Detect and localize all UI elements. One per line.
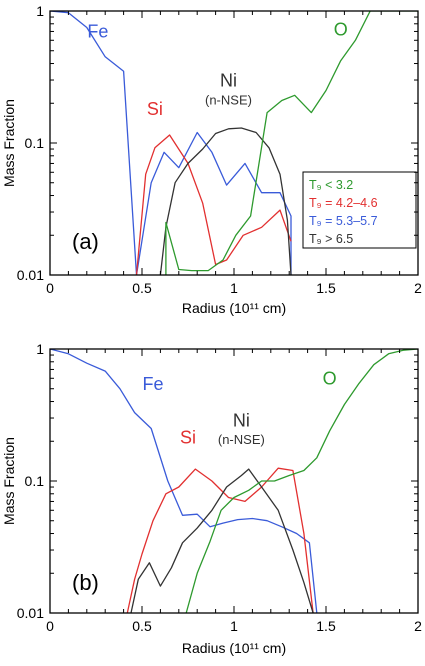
legend-box [302, 171, 417, 249]
x-tick-label-a: 1.5 [316, 280, 336, 296]
series-line-fe-a [50, 11, 292, 275]
x-tick-label-a: 0 [46, 280, 54, 296]
y-tick-label-b: 0.01 [17, 605, 44, 621]
legend: T₉ < 3.2 T₉ = 4.2–4.6 T₉ = 5.3–5.7 T₉ > … [302, 171, 417, 249]
series-label-o-b: O [323, 368, 337, 388]
panel-b: Mass Fraction Radius (10¹¹ cm) (b) 0 0.5 1… [1, 341, 422, 656]
series-line-ni-a [159, 127, 292, 275]
legend-entry-t9-lt-3-2: T₉ < 3.2 [309, 178, 353, 192]
x-axis-label-b: Radius (10¹¹ cm) [182, 640, 286, 656]
series-label-si-b: Si [180, 428, 196, 448]
y-tick-label-a: 0.01 [17, 267, 44, 283]
legend-entry-t9-gt-6-5: T₉ > 6.5 [309, 232, 353, 246]
y-tick-label-b: 0.1 [25, 473, 45, 489]
series-label-fe-a: Fe [87, 21, 108, 41]
y-tick-label-a: 0.1 [25, 135, 45, 151]
panel-label-b: (b) [72, 570, 99, 595]
series-label-n-nse-b: (n-NSE) [218, 432, 265, 447]
series-line-o-a [165, 11, 418, 275]
series-line-o-b [185, 349, 418, 613]
legend-entry-t9-4-2-4-6: T₉ = 4.2–4.6 [309, 196, 378, 210]
series-line-fe-b [50, 349, 318, 613]
x-tick-label-a: 0.5 [132, 280, 152, 296]
panel-a: Mass Fraction Radius (10¹¹ cm) (a) T₉ < … [1, 3, 422, 316]
y-tick-label-a: 1 [36, 3, 44, 19]
y-tick-label-b: 1 [36, 341, 44, 357]
panel-label-a: (a) [72, 229, 99, 254]
x-tick-label-b: 0 [46, 618, 54, 634]
series-label-ni-b: Ni [233, 411, 250, 431]
series-label-ni-a: Ni [220, 71, 237, 91]
series-line-si-a [135, 134, 292, 275]
y-axis-label-a: Mass Fraction [1, 99, 17, 187]
x-tick-label-b: 2 [414, 618, 422, 634]
series-label-o-a: O [334, 19, 348, 39]
x-axis-label-a: Radius (10¹¹ cm) [182, 300, 286, 316]
x-tick-label-b: 1 [230, 618, 238, 634]
x-tick-label-b: 0.5 [132, 618, 152, 634]
legend-entry-t9-5-3-5-7: T₉ = 5.3–5.7 [309, 214, 378, 228]
series-label-fe-b: Fe [143, 374, 164, 394]
x-tick-label-a: 1 [230, 280, 238, 296]
x-tick-label-b: 1.5 [316, 618, 336, 634]
x-tick-label-a: 2 [414, 280, 422, 296]
y-axis-label-b: Mass Fraction [1, 437, 17, 525]
x-axis-label-a-text: Radius (10¹¹ cm) [182, 300, 286, 316]
x-axis-label-b-text: Radius (10¹¹ cm) [182, 640, 286, 656]
series-label-n-nse-a: (n-NSE) [205, 93, 252, 108]
series-line-ni-b [130, 468, 314, 613]
series-line-si-b [126, 467, 314, 613]
series-label-si-a: Si [147, 99, 163, 119]
